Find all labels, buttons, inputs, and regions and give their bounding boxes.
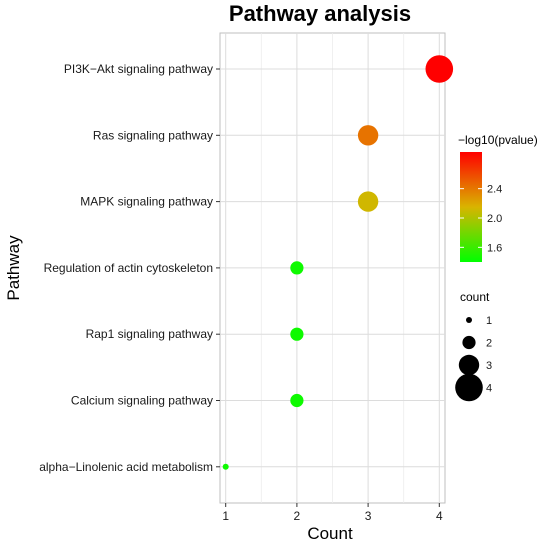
data-point	[290, 328, 303, 341]
x-axis-ticks: 1 2 3 4	[222, 503, 443, 523]
chart-title: Pathway analysis	[229, 1, 411, 26]
color-bar-label: 1.6	[487, 242, 502, 254]
data-point	[358, 125, 378, 145]
y-tick-label: PI3K−Akt signaling pathway	[64, 62, 213, 76]
size-legend-label: 2	[486, 338, 492, 350]
x-tick-label: 4	[436, 509, 443, 523]
size-legend-items: 1 2 3 4	[455, 315, 492, 401]
y-tick-label: Ras signaling pathway	[93, 128, 213, 142]
data-point	[358, 191, 378, 211]
y-tick-label: MAPK signaling pathway	[80, 195, 213, 209]
size-legend: count 1 2 3 4	[455, 290, 492, 401]
y-axis-ticks: PI3K−Akt signaling pathway Ras signaling …	[39, 62, 220, 474]
size-legend-dot	[455, 374, 483, 402]
x-axis-title: Count	[307, 524, 353, 543]
color-legend: −log10(pvalue) 1.6 2.0 2.4	[458, 133, 538, 262]
y-tick-label: Regulation of actin cytoskeleton	[44, 261, 213, 275]
color-bar	[460, 152, 482, 262]
size-legend-dot	[462, 336, 475, 349]
color-bar-label: 2.0	[487, 213, 502, 225]
y-tick-label: Rap1 signaling pathway	[86, 327, 213, 341]
size-legend-dot	[466, 317, 472, 323]
y-axis-title: Pathway	[4, 235, 23, 301]
size-legend-label: 3	[486, 360, 492, 372]
data-point	[290, 261, 303, 274]
y-tick-label: alpha−Linolenic acid metabolism	[39, 460, 213, 474]
x-tick-label: 2	[294, 509, 301, 523]
x-tick-label: 3	[365, 509, 372, 523]
size-legend-dot	[459, 355, 479, 375]
size-legend-title: count	[460, 290, 490, 304]
size-legend-label: 1	[486, 315, 492, 327]
size-legend-label: 4	[486, 383, 492, 395]
data-point	[223, 464, 229, 470]
data-point	[290, 394, 303, 407]
y-tick-label: Calcium signaling pathway	[71, 394, 213, 408]
color-legend-title: −log10(pvalue)	[458, 133, 538, 147]
data-point	[426, 55, 454, 83]
color-bar-label: 2.4	[487, 184, 502, 196]
x-tick-label: 1	[222, 509, 229, 523]
